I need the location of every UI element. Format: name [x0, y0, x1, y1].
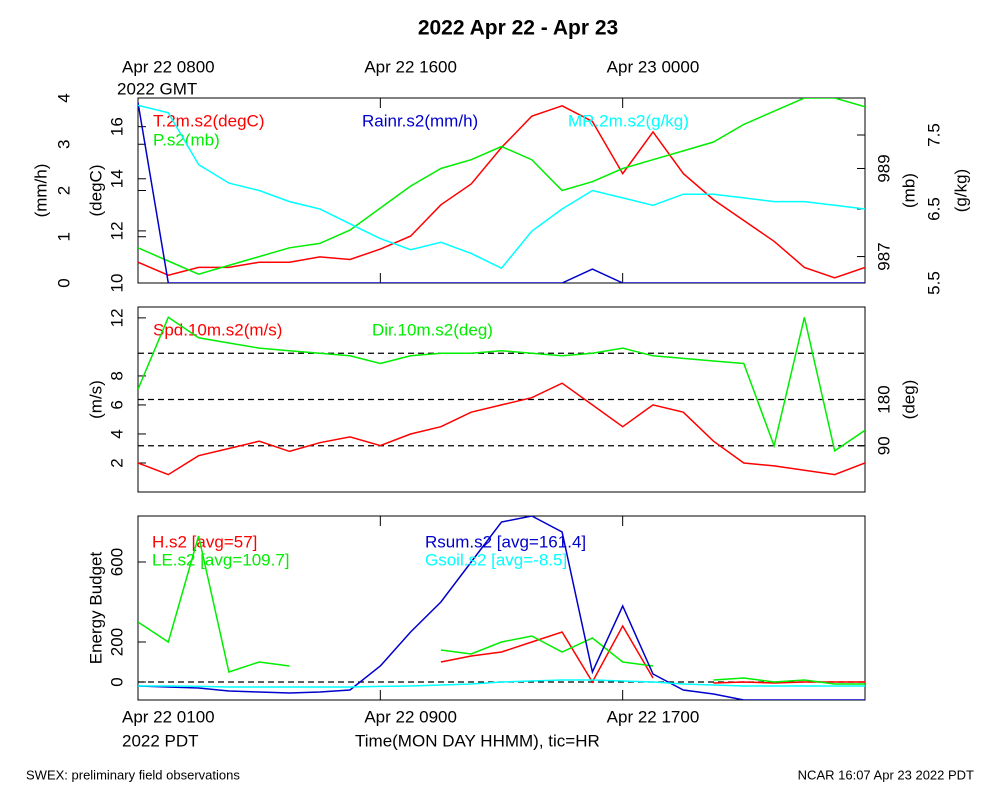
series-line — [138, 104, 865, 270]
x-tick-label: Apr 22 0800 — [122, 57, 215, 76]
series-line — [138, 382, 865, 476]
y-tick-label: 4 — [107, 429, 126, 438]
y-tick-label: 5.5 — [924, 271, 943, 295]
y-tick-label: 600 — [107, 548, 126, 576]
y-tick-label: 12 — [107, 221, 126, 240]
y-tick-label: 987 — [874, 242, 893, 270]
y-axis-label: (deg) — [899, 380, 918, 420]
y-axis-label: Energy Budget — [86, 551, 105, 664]
footer-right: NCAR 16:07 Apr 23 2022 PDT — [798, 767, 974, 782]
y-tick-label: 2 — [54, 186, 73, 195]
y-tick-label: 90 — [874, 436, 893, 455]
series-line — [138, 316, 865, 453]
y-tick-label: 16 — [107, 117, 126, 136]
series-line — [138, 516, 865, 700]
y-tick-label: 8 — [107, 371, 126, 380]
x-tick-label: Apr 22 0900 — [364, 707, 457, 726]
y-tick-label: 7.5 — [924, 123, 943, 147]
series-line — [440, 624, 865, 684]
y-axis-label: (mb) — [899, 173, 918, 208]
y-tick-label: 14 — [107, 169, 126, 188]
y-axis-label: (m/s) — [86, 380, 105, 419]
legend-label: LE.s2 [avg=109.7] — [152, 550, 290, 569]
x-tick-label: Apr 22 1700 — [607, 707, 700, 726]
y-tick-label: 0 — [54, 278, 73, 287]
legend-label: T.2m.s2(degC) — [153, 111, 264, 130]
legend-label: Rsum.s2 [avg=161.4] — [425, 532, 586, 551]
series-line — [138, 679, 865, 688]
y-tick-label: 3 — [54, 140, 73, 149]
footer-left: SWEX: preliminary field observations — [26, 767, 240, 782]
x-axis-label: Time(MON DAY HHMM), tic=HR — [355, 731, 600, 750]
x-tick-label: Apr 23 0000 — [607, 57, 700, 76]
legend-label: H.s2 [avg=57] — [152, 532, 257, 551]
chart-title: 2022 Apr 22 - Apr 23 — [418, 17, 618, 40]
series-line — [138, 535, 865, 685]
y-tick-label: 10 — [107, 274, 126, 293]
legend-label: MR.2m.s2(g/kg) — [568, 111, 689, 130]
y-tick-label: 1 — [54, 232, 73, 241]
plot-frame — [137, 515, 866, 701]
legend-label: Spd.10m.s2(m/s) — [153, 320, 282, 339]
legend-label: Dir.10m.s2(deg) — [372, 320, 493, 339]
y-tick-label: 6.5 — [924, 197, 943, 221]
legend-label: Rainr.s2(mm/h) — [362, 111, 478, 130]
y-tick-label: 2 — [107, 458, 126, 467]
timezone-label: 2022 PDT — [122, 731, 199, 750]
y-tick-label: 989 — [874, 154, 893, 182]
y-tick-label: 4 — [54, 93, 73, 102]
y-tick-label: 180 — [874, 385, 893, 413]
y-tick-label: 6 — [107, 400, 126, 409]
series-line — [138, 98, 865, 275]
legend-label: Gsoil.s2 [avg=-8.5] — [425, 550, 567, 569]
legend-label: P.s2(mb) — [153, 130, 220, 149]
timezone-label: 2022 GMT — [117, 79, 197, 98]
y-tick-label: 12 — [107, 308, 126, 327]
y-tick-label: 200 — [107, 628, 126, 656]
x-tick-label: Apr 22 1600 — [364, 57, 457, 76]
y-axis-label: (g/kg) — [951, 169, 970, 212]
y-axis-label: (mm/h) — [31, 164, 50, 218]
y-axis-label: (degC) — [86, 165, 105, 217]
series-line — [138, 104, 865, 279]
x-tick-label: Apr 22 0100 — [122, 707, 215, 726]
y-tick-label: 0 — [107, 677, 126, 686]
